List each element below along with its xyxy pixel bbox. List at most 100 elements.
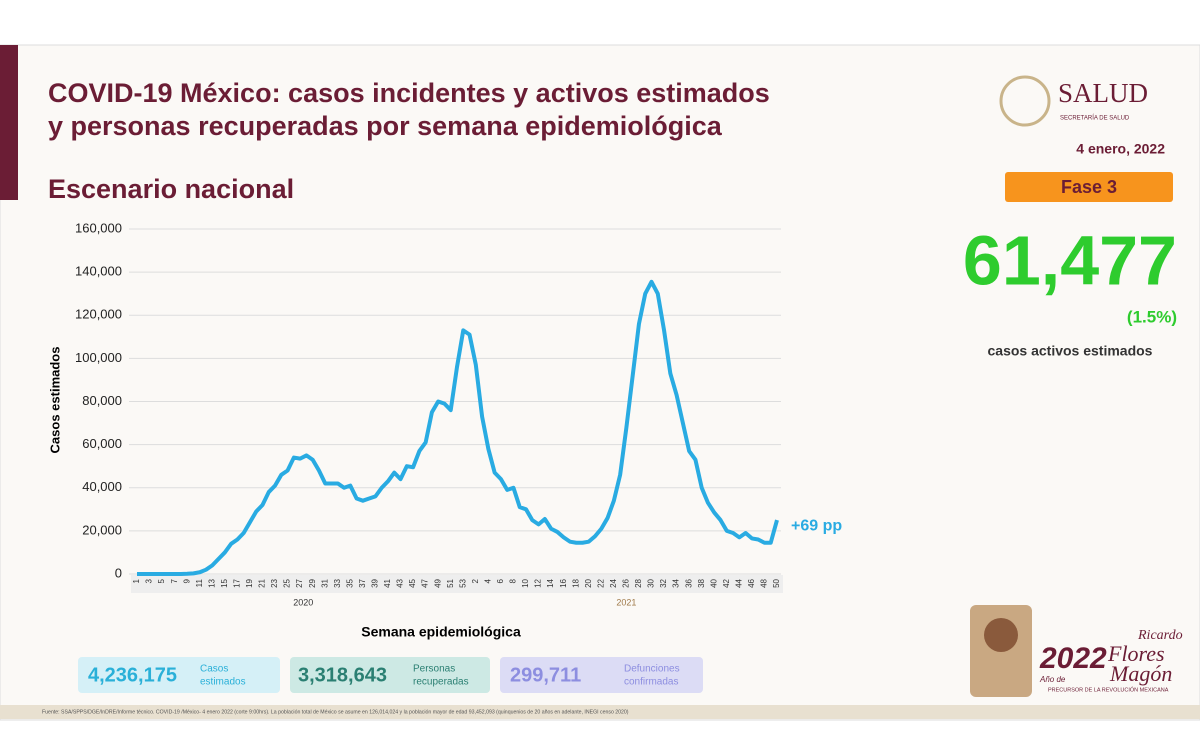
y-tick-label: 80,000 [82, 393, 122, 408]
x-tick-label: 7 [170, 578, 179, 583]
x-tick-label: 50 [772, 578, 781, 587]
x-tick-label: 11 [195, 578, 204, 587]
stat-box [78, 657, 280, 693]
x-tick-label: 43 [396, 578, 405, 587]
y-tick-label: 20,000 [82, 522, 122, 537]
y-axis-label: Casos estimados [47, 347, 62, 454]
x-tick-label: 39 [371, 578, 380, 587]
logo-sub: SECRETARÍA DE SALUD [1060, 115, 1130, 122]
y-tick-label: 40,000 [82, 479, 122, 494]
x-tick-label: 27 [295, 578, 304, 587]
stat-label: Casos [200, 664, 228, 675]
stat-number: 3,318,643 [298, 664, 387, 686]
x-tick-label: 53 [458, 578, 467, 587]
logo-name: SALUD [1058, 78, 1148, 108]
x-tick-label: 4 [483, 578, 492, 583]
x-tick-label: 22 [596, 578, 605, 587]
x-axis-label: Semana epidemiológica [361, 624, 521, 640]
stat-box [500, 657, 703, 693]
x-tick-label: 47 [421, 578, 430, 587]
date: 4 enero, 2022 [1076, 141, 1165, 157]
badge-text: Flores [1107, 641, 1165, 666]
x-tick-label: 17 [233, 578, 242, 587]
stat-label: confirmadas [624, 677, 678, 688]
x-tick-label: 1 [132, 578, 141, 583]
badge-text: Ricardo [1137, 628, 1183, 643]
stat-box [290, 657, 490, 693]
x-tick-label: 38 [697, 578, 706, 587]
x-tick-label: 3 [145, 578, 154, 583]
x-tick-label: 23 [270, 578, 279, 587]
x-tick-label: 5 [157, 578, 166, 583]
x-tick-label: 48 [760, 578, 769, 587]
logo-seal [999, 75, 1051, 127]
x-tick-label: 24 [609, 578, 618, 587]
active-label: casos activos estimados [988, 343, 1153, 359]
x-tick-label: 9 [182, 578, 191, 583]
y-tick-label: 60,000 [82, 436, 122, 451]
y-tick-label: 140,000 [75, 264, 122, 279]
x-tick-label: 6 [496, 578, 505, 583]
footer [0, 705, 1200, 719]
x-tick-label: 51 [446, 578, 455, 587]
x-tick-label: 34 [672, 578, 681, 587]
x-tick-label: 31 [320, 578, 329, 587]
x-tick-label: 16 [559, 578, 568, 587]
x-axis-band [131, 575, 783, 593]
badge-caption: PRECURSOR DE LA REVOLUCIÓN MEXICANA [1048, 686, 1169, 693]
title-line: y personas recuperadas por semana epidem… [48, 111, 723, 141]
x-tick-label: 42 [722, 578, 731, 587]
badge-text: Magón [1109, 661, 1172, 686]
active-percent: (1.5%) [1127, 307, 1177, 326]
phase: Fase 3 [1061, 177, 1117, 197]
x-tick-label: 28 [634, 578, 643, 587]
stat-number: 4,236,175 [88, 664, 177, 686]
line [137, 279, 779, 576]
x-tick-label: 30 [647, 578, 656, 587]
x-tick-label: 33 [333, 578, 342, 587]
x-tick-label: 19 [245, 578, 254, 587]
x-tick-label: 8 [509, 578, 518, 583]
x-tick-label: 36 [684, 578, 693, 587]
x-tick-label: 14 [546, 578, 555, 587]
x-tick-label: 25 [283, 578, 292, 587]
title-line: COVID-19 México: casos incidentes y acti… [48, 78, 770, 108]
x-tick-label: 32 [659, 578, 668, 587]
stat-label: recuperadas [413, 677, 469, 688]
annotation: +69 pp [791, 517, 842, 534]
x-tick-label: 20 [584, 578, 593, 587]
x-tick-label: 45 [408, 578, 417, 587]
subtitle: Escenario nacional [48, 174, 294, 204]
x-tick-label: 2 [471, 578, 480, 583]
x-tick-label: 15 [220, 578, 229, 587]
stat-number: 299,711 [510, 664, 581, 686]
y-tick-label: 160,000 [75, 220, 122, 235]
phase-box [1005, 172, 1173, 202]
stat-label: Defunciones [624, 664, 680, 675]
stat-label: Personas [413, 664, 455, 675]
x-tick-label: 49 [433, 578, 442, 587]
x-tick-label: 41 [383, 578, 392, 587]
x-tick-label: 18 [571, 578, 580, 587]
y-tick-label: 100,000 [75, 350, 122, 365]
badge-text: Año de [1039, 675, 1066, 684]
x-tick-label: 40 [709, 578, 718, 587]
active-number: 61,477 [963, 221, 1177, 299]
x-tick-label: 35 [345, 578, 354, 587]
x-tick-label: 21 [258, 578, 267, 587]
y-tick-label: 120,000 [75, 307, 122, 322]
x-tick-label: 46 [747, 578, 756, 587]
x-tick-label: 10 [521, 578, 530, 587]
year-label: 2021 [616, 597, 636, 607]
accent-bar [0, 45, 18, 200]
x-tick-label: 29 [308, 578, 317, 587]
source: Fuente: SSA/SPPS/DGE/InDRE/Informe técni… [42, 709, 629, 715]
x-tick-label: 12 [534, 578, 543, 587]
stat-label: estimados [200, 677, 246, 688]
portrait-head [984, 618, 1018, 652]
x-tick-label: 13 [207, 578, 216, 587]
x-tick-label: 26 [622, 578, 631, 587]
y-tick-label: 0 [115, 565, 122, 580]
badge-year: 2022 [1039, 642, 1107, 675]
year-label: 2020 [293, 597, 313, 607]
